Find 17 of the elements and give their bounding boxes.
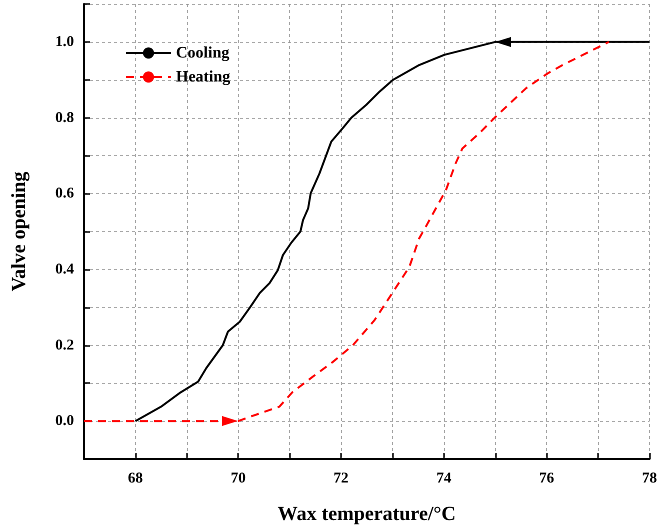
- legend-label: Cooling: [176, 44, 230, 62]
- x-tick-label: 76: [539, 470, 555, 486]
- y-tick-label: 1.0: [55, 34, 74, 50]
- y-tick-label: 0.6: [55, 186, 74, 202]
- x-tick-label: 74: [436, 470, 452, 486]
- y-tick-label: 0.2: [55, 337, 74, 354]
- y-tick-label: 0.8: [55, 110, 74, 126]
- line-series: [134, 40, 650, 422]
- y-tick-label: 0.0: [55, 413, 74, 430]
- y-axis-title: Valve opening: [8, 172, 30, 292]
- x-tick-label: 70: [230, 470, 246, 486]
- x-tick-label: 72: [334, 470, 349, 486]
- y-tick-label: 0.4: [55, 261, 74, 278]
- x-tick-label: 78: [642, 470, 657, 486]
- legend-label: Heating: [176, 68, 230, 86]
- x-axis-title: Wax temperature/°C: [278, 503, 456, 525]
- x-tick-label: 68: [128, 470, 143, 486]
